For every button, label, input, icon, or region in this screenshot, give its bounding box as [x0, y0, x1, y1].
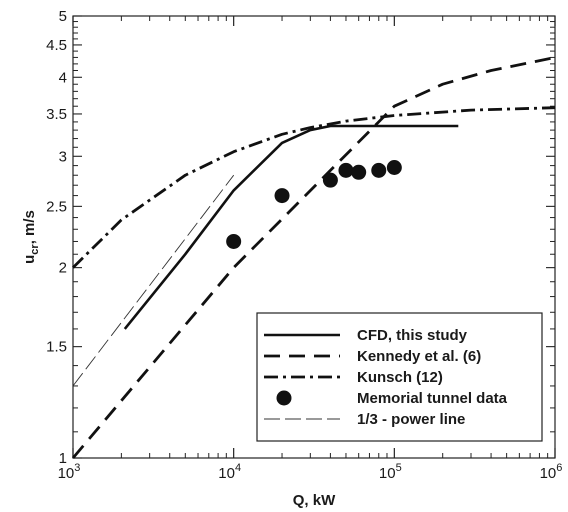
data-point-memorial-tunnel	[351, 165, 366, 180]
y-tick-label: 3	[59, 148, 67, 165]
y-tick-label: 1.5	[46, 339, 67, 356]
y-axis-label-main: u	[21, 255, 38, 264]
x-axis-label: Q, kW	[293, 492, 336, 509]
data-point-memorial-tunnel	[323, 173, 338, 188]
legend: CFD, this study Kennedy et al. (6) Kunsch …	[257, 313, 542, 441]
x-tick-label: 104	[218, 462, 241, 482]
y-tick-label: 1	[59, 450, 67, 467]
legend-label: Memorial tunnel data	[357, 390, 508, 407]
x-tick-label: 105	[379, 462, 402, 482]
y-tick-label: 4	[59, 69, 67, 86]
x-tick-label: 106	[540, 462, 563, 482]
legend-label: Kunsch (12)	[357, 369, 443, 386]
y-axis-label: ucr, m/s	[21, 210, 41, 264]
data-point-memorial-tunnel	[275, 188, 290, 203]
data-point-memorial-tunnel	[338, 163, 353, 178]
legend-label: 1/3 - power line	[357, 411, 465, 428]
data-point-memorial-tunnel	[371, 163, 386, 178]
y-axis-label-unit: , m/s	[21, 210, 38, 244]
series-line-thin-dashed	[73, 175, 234, 386]
legend-label: Kennedy et al. (6)	[357, 348, 481, 365]
series-line-solid	[125, 126, 459, 329]
data-point-memorial-tunnel	[226, 234, 241, 249]
data-point-memorial-tunnel	[387, 160, 402, 175]
y-tick-label: 2.5	[46, 198, 67, 215]
legend-marker	[277, 391, 292, 406]
y-tick-label: 2	[59, 260, 67, 277]
legend-label: CFD, this study	[357, 327, 468, 344]
y-tick-label: 4.5	[46, 37, 67, 54]
y-tick-label: 5	[59, 8, 67, 25]
svg-text:ucr, m/s: ucr, m/s	[21, 210, 41, 264]
y-tick-label: 3.5	[46, 106, 67, 123]
